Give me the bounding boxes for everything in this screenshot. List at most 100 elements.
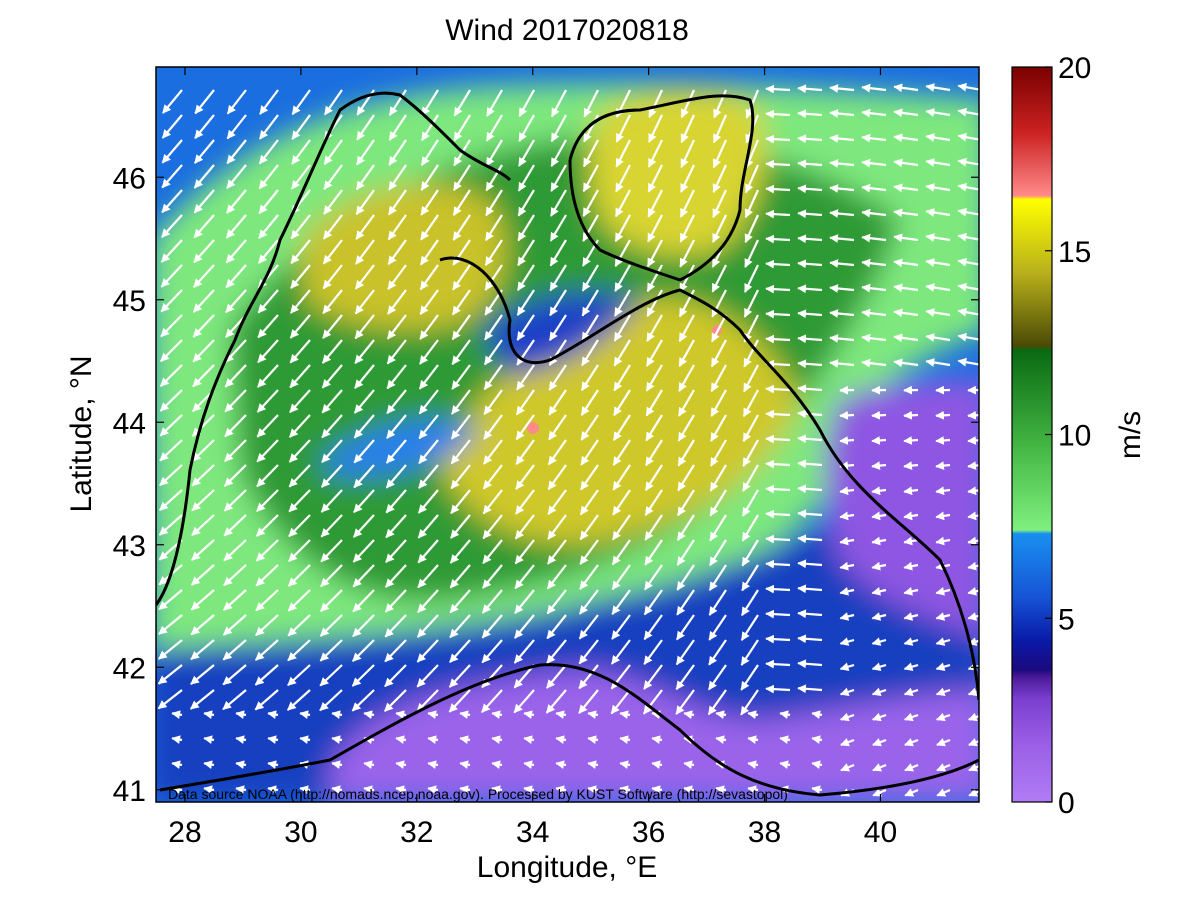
wind-vector bbox=[192, 314, 215, 338]
wind-vector bbox=[203, 760, 215, 769]
wind-vector bbox=[903, 511, 919, 521]
x-tick-label: 38 bbox=[748, 816, 781, 849]
wind-vector bbox=[418, 364, 439, 390]
wind-vector bbox=[935, 712, 951, 722]
wind-vector bbox=[548, 339, 567, 366]
wind-vector bbox=[354, 314, 375, 340]
wind-vector bbox=[518, 89, 535, 118]
wind-vector bbox=[861, 133, 887, 143]
wind-vector bbox=[321, 389, 343, 414]
wind-vector bbox=[289, 289, 311, 314]
wind-vector bbox=[925, 158, 951, 167]
wind-vector bbox=[740, 664, 759, 691]
wind-vector bbox=[581, 314, 599, 342]
wind-vector bbox=[893, 83, 919, 93]
wind-vector bbox=[160, 289, 183, 313]
wind-vector bbox=[191, 489, 215, 512]
wind-vector bbox=[546, 564, 567, 590]
wind-vector bbox=[967, 612, 979, 621]
wind-vector bbox=[861, 108, 887, 118]
y-tick-label: 44 bbox=[113, 407, 146, 440]
wind-vector bbox=[678, 364, 695, 392]
wind-vector bbox=[648, 114, 663, 143]
wind-vector bbox=[903, 436, 919, 445]
wind-vector bbox=[765, 234, 791, 244]
wind-vector bbox=[417, 514, 439, 539]
wind-vector bbox=[578, 664, 599, 690]
wind-vector bbox=[193, 264, 215, 288]
wind-vector bbox=[797, 184, 823, 194]
wind-vector bbox=[765, 634, 791, 644]
wind-vector bbox=[643, 614, 663, 641]
wind-vector bbox=[388, 164, 407, 191]
wind-vector bbox=[194, 89, 215, 115]
wind-vector bbox=[353, 389, 375, 414]
wind-vector bbox=[871, 662, 887, 671]
wind-vector bbox=[861, 333, 887, 343]
wind-vector bbox=[267, 710, 279, 719]
wind-vector bbox=[516, 339, 535, 366]
wind-vector bbox=[452, 264, 471, 291]
wind-vector bbox=[893, 308, 919, 318]
wind-vector bbox=[646, 239, 663, 268]
field-yellow-azov bbox=[588, 89, 766, 256]
wind-vector bbox=[740, 639, 759, 666]
wind-vector bbox=[578, 689, 599, 714]
wind-vector bbox=[515, 489, 535, 515]
wind-vector bbox=[957, 257, 979, 267]
wind-vector bbox=[651, 785, 663, 794]
wind-vector bbox=[550, 114, 567, 143]
wind-vector bbox=[680, 164, 695, 193]
wind-vector bbox=[449, 564, 471, 589]
wind-vector bbox=[290, 214, 311, 240]
wind-vector bbox=[550, 139, 567, 167]
wind-vector bbox=[797, 134, 823, 144]
wind-vector bbox=[583, 89, 599, 118]
wind-vector bbox=[255, 589, 279, 612]
wind-vector bbox=[711, 314, 727, 343]
wind-vector bbox=[491, 710, 503, 719]
wind-vector bbox=[523, 710, 535, 719]
wind-vector bbox=[711, 214, 727, 243]
wind-vector bbox=[839, 511, 855, 521]
wind-vector bbox=[193, 189, 215, 214]
wind-vector bbox=[256, 364, 279, 388]
wind-vector bbox=[811, 785, 823, 794]
wind-vector bbox=[416, 664, 439, 688]
wind-vector bbox=[893, 258, 919, 268]
wind-vector bbox=[159, 439, 183, 462]
wind-vector bbox=[797, 559, 823, 569]
wind-vector bbox=[194, 114, 215, 139]
wind-vector bbox=[555, 760, 567, 769]
wind-vector bbox=[363, 760, 375, 769]
wind-vector bbox=[299, 735, 311, 744]
wind-vector bbox=[387, 214, 407, 241]
colorbar: 0 5 10 15 20 bbox=[1011, 52, 1091, 820]
wind-vector bbox=[765, 84, 791, 94]
wind-vector bbox=[765, 509, 791, 519]
wind-vector bbox=[157, 664, 183, 685]
wind-vector bbox=[871, 712, 887, 722]
wind-vector bbox=[193, 139, 215, 164]
wind-vector bbox=[547, 489, 567, 515]
wind-vector bbox=[193, 214, 215, 239]
wind-vector bbox=[740, 689, 759, 716]
wind-vector bbox=[712, 189, 727, 218]
wind-vector bbox=[925, 83, 951, 92]
wind-vector bbox=[765, 284, 791, 294]
wind-vector bbox=[580, 389, 599, 416]
field-blue-south bbox=[156, 455, 979, 802]
wind-vector bbox=[765, 684, 791, 694]
wind-vector bbox=[708, 639, 727, 666]
y-tick-label: 43 bbox=[113, 530, 146, 563]
wind-vector bbox=[797, 209, 823, 219]
wind-vector bbox=[491, 735, 503, 744]
wind-vector bbox=[351, 664, 375, 687]
wind-vector bbox=[516, 364, 535, 391]
wind-vector bbox=[223, 514, 247, 537]
wind-vector bbox=[387, 239, 407, 266]
wind-vector bbox=[715, 710, 727, 719]
wind-vector bbox=[676, 589, 695, 616]
wind-vector bbox=[968, 738, 979, 747]
wind-vector bbox=[811, 735, 823, 744]
